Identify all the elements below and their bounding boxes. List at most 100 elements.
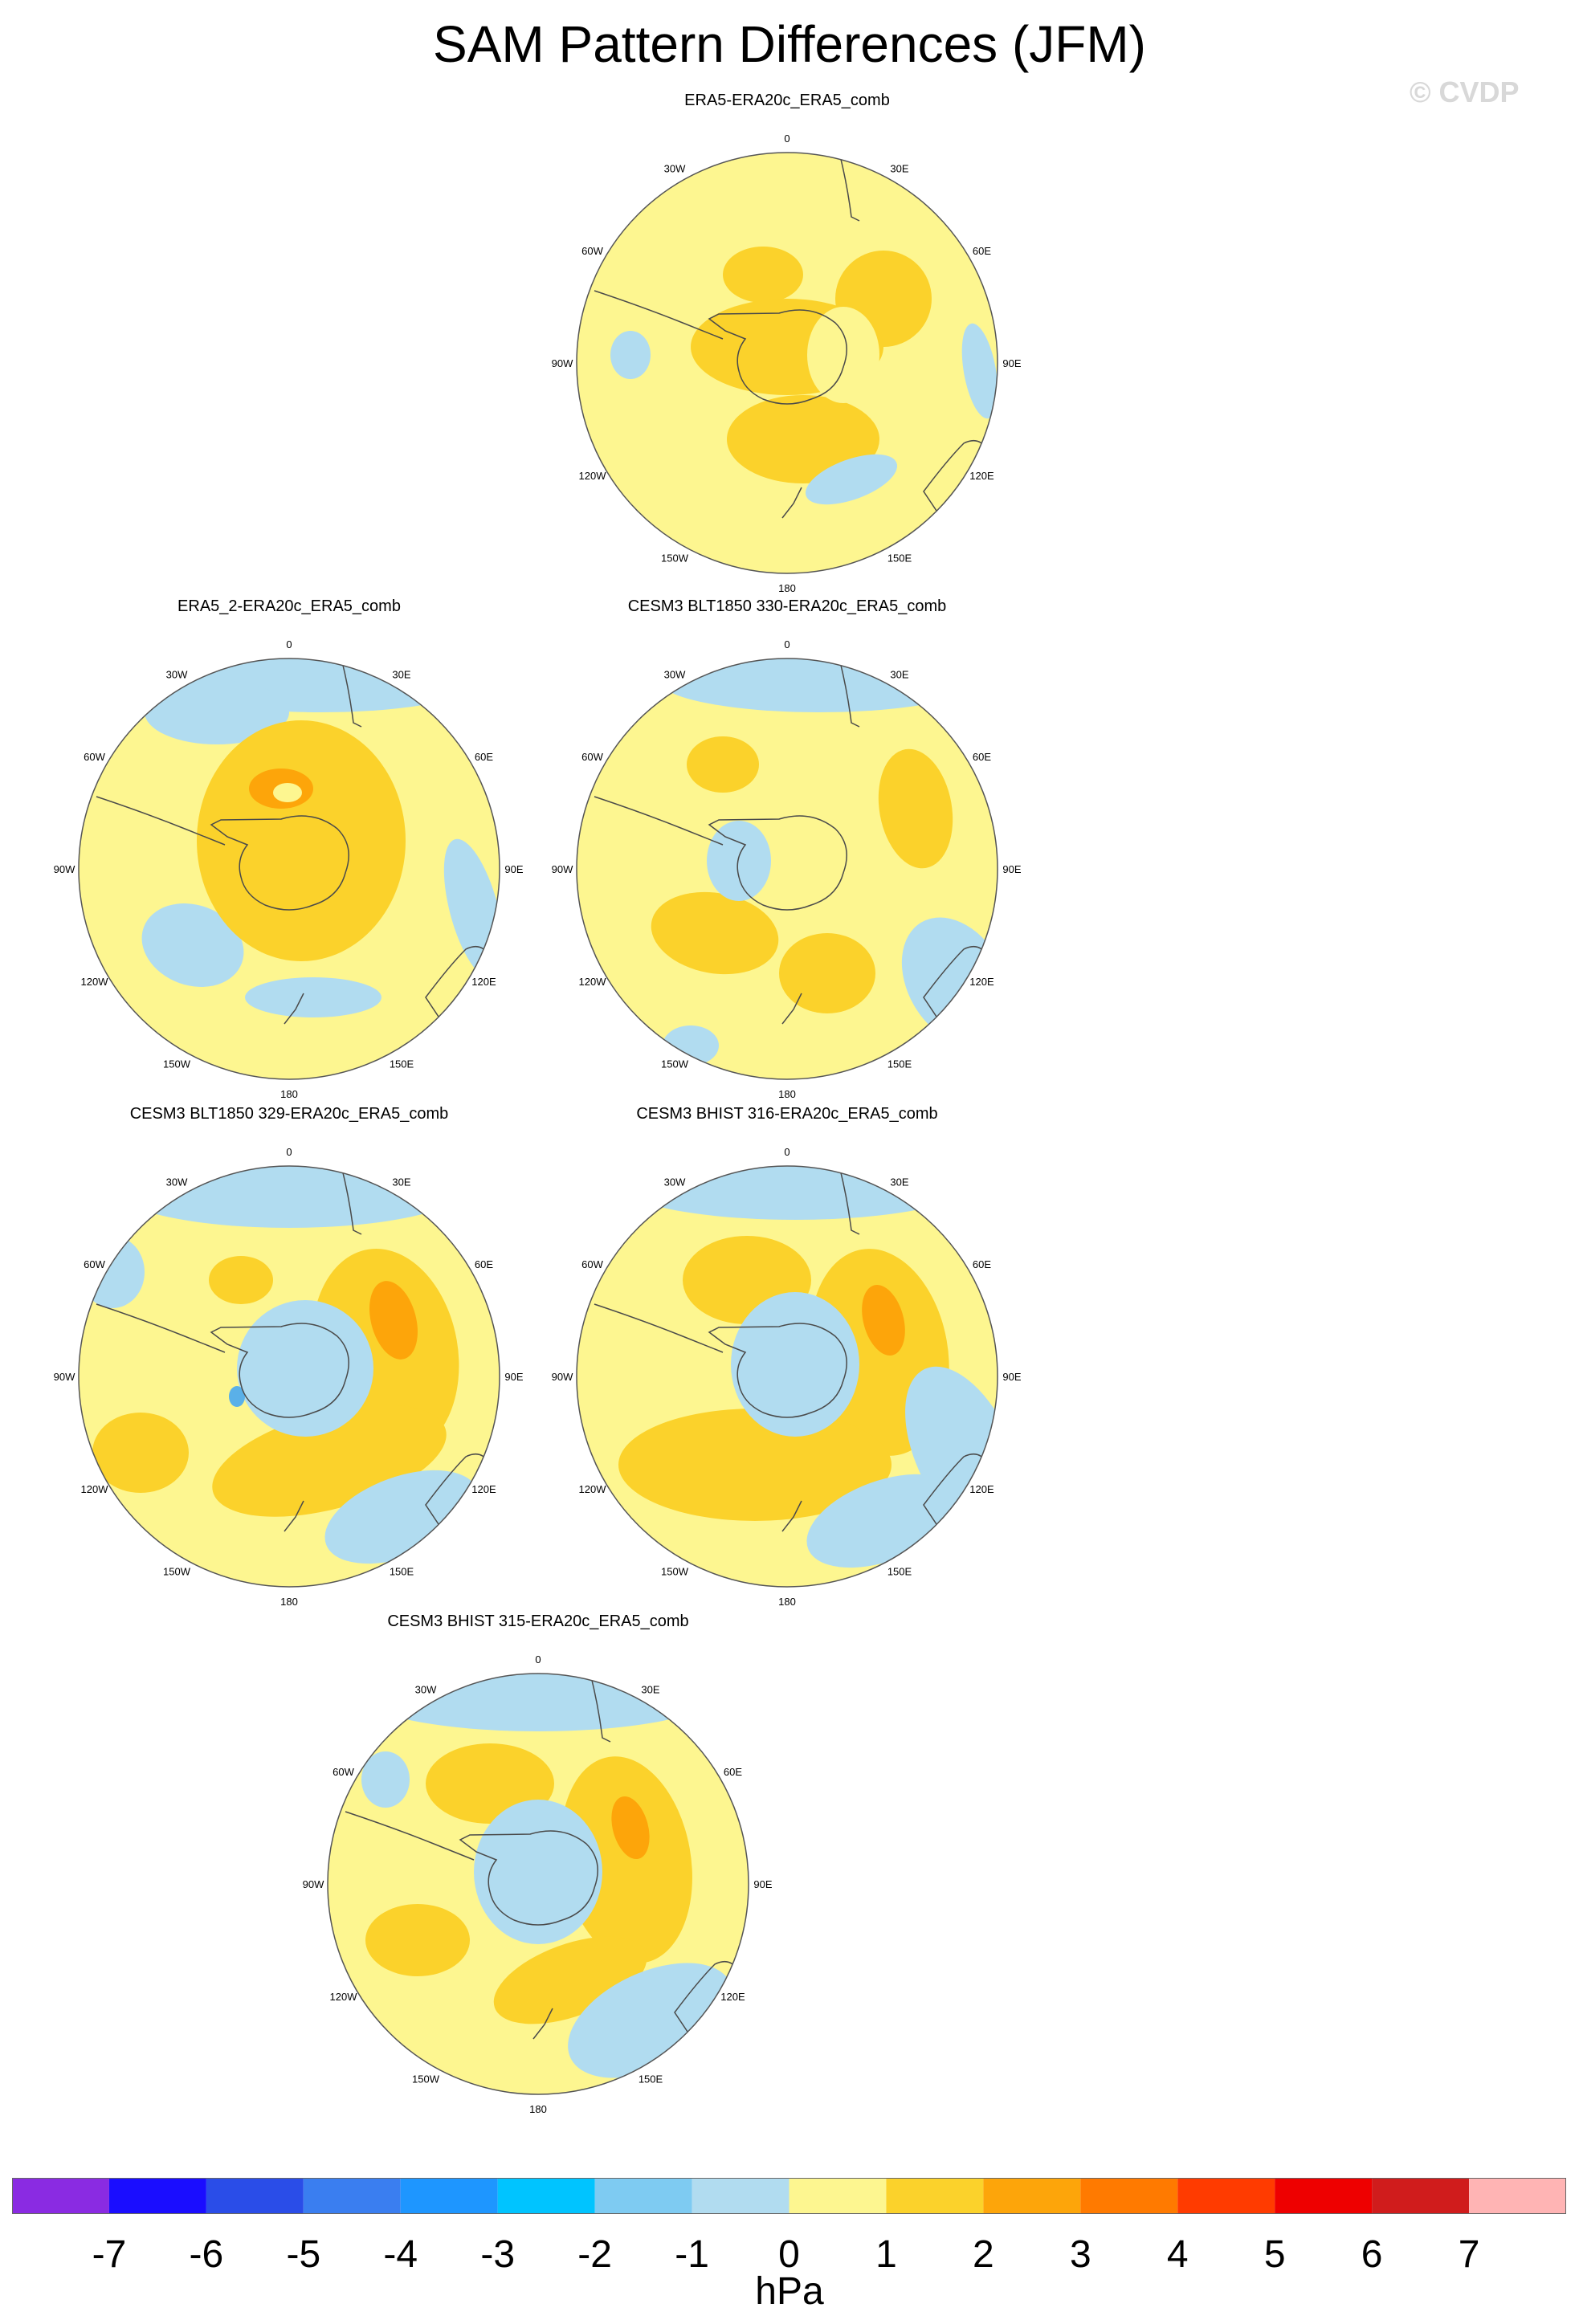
colorbar-tick-label: 1	[875, 2233, 897, 2276]
lon-label: 60W	[333, 1766, 354, 1778]
colorbar-swatch	[886, 2178, 984, 2214]
map-panel-p2: ERA5_2-ERA20c_ERA5_comb 0 30E 60E 90E 120E 150…	[40, 597, 538, 1100]
lon-label: 150E	[887, 1565, 912, 1577]
lon-label: 60E	[973, 1258, 991, 1270]
antarctica-outline	[708, 815, 847, 911]
lon-label: 90W	[303, 1878, 324, 1890]
lon-label: 120E	[720, 1991, 745, 2003]
colorbar-swatch	[12, 2178, 109, 2214]
contour-region-neg1	[80, 1236, 145, 1308]
contour-region-neg1	[707, 821, 771, 901]
lon-label: 90E	[504, 863, 523, 875]
lon-label: 150W	[163, 1058, 191, 1070]
colorbar-tick-label: 2	[973, 2233, 994, 2276]
contour-region-neg1	[474, 1800, 602, 1944]
colorbar-tick-label: 5	[1263, 2233, 1286, 2276]
lon-label: 90W	[552, 357, 573, 369]
contour-region-pos2	[611, 1796, 650, 1860]
panel-title: CESM3 BHIST 315-ERA20c_ERA5_comb	[387, 1613, 689, 1630]
lon-label: 30W	[166, 1176, 188, 1189]
lon-label: 180	[280, 1088, 298, 1100]
lon-label: 60E	[475, 1258, 493, 1270]
contour-region-neg1	[805, 454, 898, 505]
colorbar-tick-label: -7	[92, 2233, 127, 2276]
lon-label: 60W	[84, 1258, 105, 1270]
south-america-outline	[594, 796, 724, 846]
panel-title: CESM3 BHIST 316-ERA20c_ERA5_comb	[636, 1105, 938, 1123]
map-panel-p4: CESM3 BLT1850 329-ERA20c_ERA5_comb 0 30E 60…	[40, 1105, 538, 1608]
colorbar-units: hPa	[755, 2270, 824, 2313]
lon-label: 30W	[664, 669, 686, 681]
lon-label: 150E	[887, 552, 912, 564]
colorbar-swatch	[206, 2178, 304, 2214]
contour-region-pos1	[723, 247, 803, 303]
map-frame	[576, 1165, 998, 1588]
lon-label: 60W	[581, 1258, 603, 1270]
lon-label: 150W	[661, 1565, 689, 1577]
lon-label: 180	[778, 1088, 796, 1100]
colorbar-tick-label: -4	[383, 2233, 418, 2276]
lon-label: 30W	[166, 669, 188, 681]
colorbar-border	[12, 2178, 1566, 2214]
lon-label: 30E	[890, 163, 908, 175]
contour-region-neg1	[237, 1300, 373, 1437]
contour-region-neg1	[145, 680, 289, 744]
lon-label: 30W	[664, 1176, 686, 1189]
lon-label: 120W	[579, 470, 607, 482]
lon-label: 120E	[969, 976, 994, 988]
lon-label: 180	[778, 582, 796, 594]
lon-label: 120E	[471, 1483, 496, 1495]
lon-label: 30E	[890, 669, 908, 681]
contour-region-pos1	[651, 891, 779, 975]
colorbar-swatch	[692, 2178, 790, 2214]
lon-label: 120W	[81, 1483, 109, 1495]
map-panel-p3: CESM3 BLT1850 330-ERA20c_ERA5_comb 0 30E 60…	[538, 597, 1036, 1100]
lon-label: 150E	[639, 2073, 663, 2085]
contour-region-pos1	[561, 1756, 692, 1963]
lon-label: 30E	[392, 669, 410, 681]
contour-region-neg2	[229, 1386, 245, 1407]
contour-region-base	[807, 307, 879, 403]
new-zealand-outline	[284, 1500, 304, 1532]
map-frame	[576, 658, 998, 1080]
lon-label: 90E	[753, 1878, 772, 1890]
polar-map: 0 30E 60E 90E 120E 150E 180 150W 120W 90W 60W 30W	[552, 638, 1022, 1100]
antarctica-outline	[708, 1323, 847, 1418]
antarctica-outline	[210, 1323, 349, 1418]
lon-label: 0	[784, 133, 790, 145]
new-zealand-outline	[781, 1500, 802, 1532]
lon-label: 180	[529, 2103, 547, 2115]
colorbar-tick-label: 7	[1458, 2233, 1480, 2276]
lon-label: 0	[784, 638, 790, 650]
lon-label: 60E	[973, 751, 991, 763]
lon-label: 30E	[392, 1176, 410, 1189]
lon-label: 0	[286, 638, 292, 650]
colorbar-swatch	[108, 2178, 206, 2214]
lon-label: 150W	[661, 552, 689, 564]
south-america-outline	[594, 290, 724, 340]
lon-label: 120W	[579, 976, 607, 988]
colorbar-tick-label: -5	[286, 2233, 321, 2276]
lon-label: 180	[778, 1596, 796, 1608]
lon-label: 180	[280, 1596, 298, 1608]
colorbar-tick-label: -2	[577, 2233, 612, 2276]
lon-label: 90E	[504, 1371, 523, 1383]
lon-label: 60E	[724, 1766, 742, 1778]
colorbar-swatch	[303, 2178, 401, 2214]
panel-title: CESM3 BLT1850 329-ERA20c_ERA5_comb	[129, 1105, 449, 1123]
polar-map: 0 30E 60E 90E 120E 150E 180 150W 120W 90W 60W 30W	[54, 1146, 524, 1608]
colorbar-swatch	[497, 2178, 595, 2214]
lon-label: 150E	[390, 1565, 414, 1577]
colorbar-swatch	[1080, 2178, 1178, 2214]
lon-label: 90E	[1002, 357, 1021, 369]
contour-region-neg1	[245, 977, 381, 1017]
lon-label: 30E	[641, 1684, 659, 1696]
antarctica-outline	[459, 1830, 598, 1926]
lon-label: 90E	[1002, 863, 1021, 875]
lon-label: 150W	[412, 2073, 440, 2085]
colorbar-tick-label: 4	[1166, 2233, 1189, 2276]
colorbar-swatch	[400, 2178, 498, 2214]
lon-label: 150E	[390, 1058, 414, 1070]
colorbar-swatch	[1177, 2178, 1275, 2214]
colorbar-tick-label: -3	[480, 2233, 516, 2276]
